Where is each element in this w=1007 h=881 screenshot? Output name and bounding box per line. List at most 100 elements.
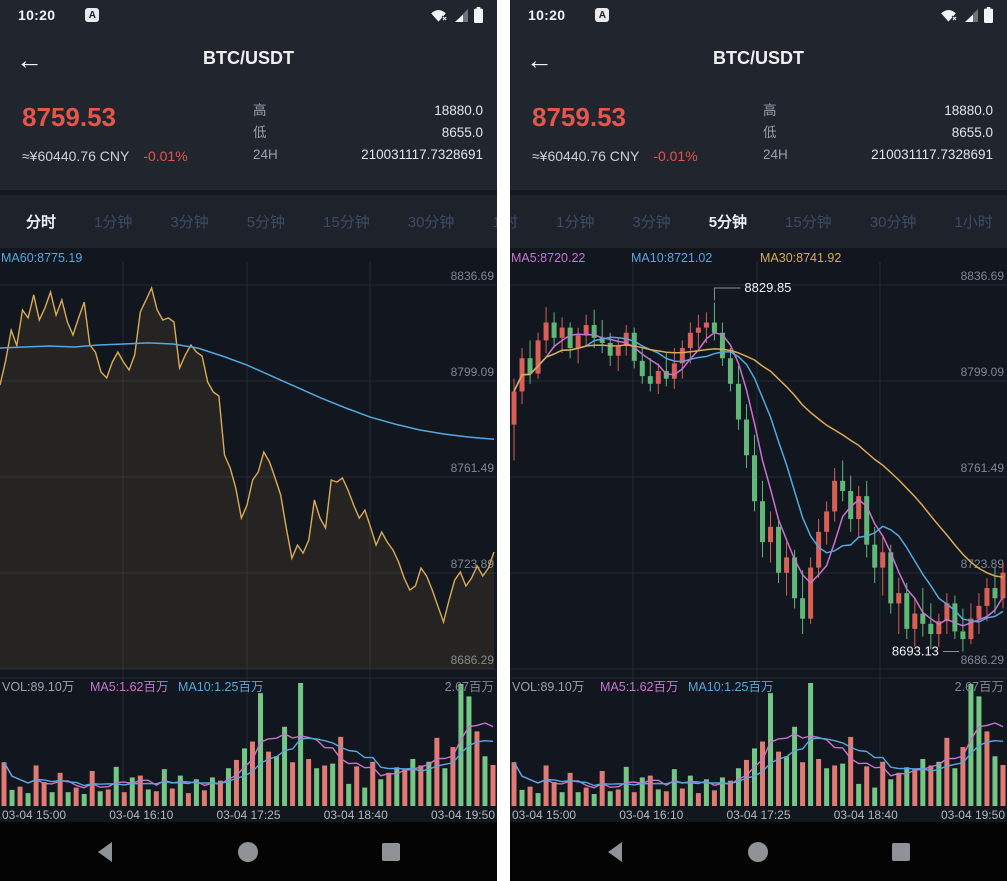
svg-text:8723.89: 8723.89 — [961, 557, 1005, 571]
app-bar: ← BTC/USDT — [0, 30, 497, 92]
x-axis-tick: 03-04 17:25 — [216, 808, 281, 822]
fiat-conversion: ≈¥60440.76 CNY -0.01% — [22, 148, 188, 164]
fiat-conversion: ≈¥60440.76 CNY -0.01% — [532, 148, 698, 164]
x-axis-labels: 03-04 15:00 03-04 16:10 03-04 17:25 03-04 1… — [510, 808, 1007, 822]
tab-1hour[interactable]: 1小时 — [492, 214, 497, 231]
ma-labels: MA60:8775.19 — [1, 251, 82, 265]
svg-text:8836.69: 8836.69 — [961, 269, 1005, 283]
android-nav-bar — [510, 822, 1007, 881]
page-title: BTC/USDT — [203, 48, 294, 68]
nav-recents-button[interactable] — [381, 842, 401, 862]
svg-text:MA10:1.25百万: MA10:1.25百万 — [178, 680, 263, 694]
back-button[interactable]: ← — [16, 45, 43, 75]
tab-30min[interactable]: 30分钟 — [869, 214, 917, 231]
svg-text:MA60:8775.19: MA60:8775.19 — [1, 251, 82, 265]
fiat-value: ≈¥60440.76 CNY — [22, 148, 130, 164]
timeline-chart[interactable]: 8836.69 8799.09 8761.49 8723.89 8686.29 MA60:… — [0, 248, 497, 808]
tab-5min[interactable]: 5分钟 — [246, 214, 286, 231]
tab-30min[interactable]: 30分钟 — [407, 214, 455, 231]
volume-labels: VOL:89.10万 MA5:1.62百万 MA10:1.25百万 2.67百万 — [512, 680, 1004, 694]
svg-text:8723.89: 8723.89 — [451, 557, 495, 571]
fiat-value: ≈¥60440.76 CNY — [532, 148, 640, 164]
back-button[interactable]: ← — [526, 45, 553, 75]
nav-back-button[interactable] — [606, 841, 624, 863]
app-bar: ← BTC/USDT — [510, 30, 1007, 92]
status-time: 10:20 — [528, 7, 566, 23]
tab-time-share[interactable]: 分时 — [26, 214, 57, 231]
phone-screen-left: 10:20 A ← BTC/USDT — [0, 0, 497, 881]
android-nav-bar — [0, 822, 497, 881]
battery-icon — [984, 7, 993, 23]
timeframe-tabs-track: 分时 1分钟 3分钟 5分钟 15分钟 30分钟 1小时 — [0, 195, 497, 248]
low-row: 低 8655.0 — [253, 125, 483, 140]
section-divider — [510, 190, 1007, 195]
grid-lines — [0, 262, 497, 806]
svg-text:VOL:89.10万: VOL:89.10万 — [512, 680, 584, 694]
tab-1min[interactable]: 1分钟 — [556, 214, 595, 231]
cell-signal-icon — [455, 8, 468, 22]
svg-text:MA5:8720.22: MA5:8720.22 — [511, 251, 585, 265]
svg-text:VOL:89.10万: VOL:89.10万 — [2, 680, 74, 694]
status-icons — [430, 7, 483, 23]
price-area — [0, 288, 494, 669]
svg-text:8693.13: 8693.13 — [892, 644, 939, 659]
tab-15min[interactable]: 15分钟 — [785, 214, 832, 231]
tab-15min[interactable]: 15分钟 — [323, 214, 370, 231]
timeframe-tabs: 分时 1分钟 3分钟 5分钟 15分钟 30分钟 1小时 — [510, 195, 1007, 248]
x-axis-labels: 03-04 15:00 03-04 16:10 03-04 17:25 03-04 1… — [0, 808, 497, 822]
svg-text:8829.85: 8829.85 — [744, 280, 791, 295]
notification-app-icon: A — [85, 8, 100, 22]
svg-text:MA10:1.25百万: MA10:1.25百万 — [688, 680, 773, 694]
x-axis-tick: 03-04 18:40 — [833, 808, 898, 822]
x-axis-tick: 03-04 16:10 — [619, 808, 684, 822]
tab-1min[interactable]: 1分钟 — [94, 214, 133, 231]
tab-3min[interactable]: 3分钟 — [170, 214, 209, 231]
high-row: 高 18880.0 — [253, 103, 483, 118]
change-percent: -0.01% — [653, 148, 698, 164]
nav-back-button[interactable] — [96, 841, 114, 863]
status-bar: 10:20 A — [0, 0, 497, 30]
x-axis-tick: 03-04 15:00 — [2, 808, 67, 822]
high-row: 高 18880.0 — [763, 103, 993, 118]
ma10-line — [513, 336, 1004, 623]
volume-ma5-line — [3, 722, 494, 789]
low-row: 低 8655.0 — [763, 125, 993, 140]
cell-signal-icon — [965, 8, 978, 22]
nav-home-button[interactable] — [747, 841, 769, 863]
svg-text:MA10:8721.02: MA10:8721.02 — [631, 251, 712, 265]
volume-ma10-line — [513, 737, 1004, 787]
svg-text:MA5:1.62百万: MA5:1.62百万 — [600, 680, 679, 694]
x-axis-tick: 03-04 19:50 — [940, 808, 1005, 822]
last-price: 8759.53 — [22, 102, 116, 132]
ma60-line — [0, 342, 495, 440]
candlestick-chart[interactable]: 8836.69 8799.09 8761.49 8723.89 8686.29 MA5:8… — [510, 248, 1007, 808]
volume-ma5-line — [513, 722, 1004, 789]
high-low-volume-rows: 高 18880.0 低 8655.0 24H 210031117.7328691 — [763, 100, 993, 166]
timeframe-tabs-track: 分时 1分钟 3分钟 5分钟 15分钟 30分钟 1小时 — [510, 195, 1007, 248]
ma30-line — [513, 344, 1004, 578]
svg-text:8761.49: 8761.49 — [961, 461, 1005, 475]
y-axis-labels: 8836.69 8799.09 8761.49 8723.89 8686.29 — [451, 269, 495, 667]
tab-3min[interactable]: 3分钟 — [632, 214, 671, 231]
ma-labels: MA5:8720.22 MA10:8721.02 MA30:8741.92 — [511, 251, 841, 265]
page-title: BTC/USDT — [713, 48, 804, 68]
tab-time-share[interactable]: 分时 — [510, 214, 519, 231]
change-percent: -0.01% — [143, 148, 188, 164]
x-axis-tick: 03-04 15:00 — [512, 808, 577, 822]
volume-bars — [1, 683, 496, 806]
nav-recents-button[interactable] — [891, 842, 911, 862]
tab-1hour[interactable]: 1小时 — [954, 214, 993, 231]
nav-home-button[interactable] — [237, 841, 259, 863]
wifi-off-icon — [431, 9, 448, 22]
high-low-volume-rows: 高 18880.0 低 8655.0 24H 210031117.7328691 — [253, 100, 483, 166]
x-axis-tick: 03-04 19:50 — [430, 808, 495, 822]
grid-lines — [510, 262, 1007, 806]
tab-5min[interactable]: 5分钟 — [708, 214, 748, 231]
svg-text:MA5:1.62百万: MA5:1.62百万 — [90, 680, 169, 694]
volume-24h-row: 24H 210031117.7328691 — [763, 147, 993, 162]
svg-text:MA30:8741.92: MA30:8741.92 — [760, 251, 841, 265]
last-price: 8759.53 — [532, 102, 626, 132]
